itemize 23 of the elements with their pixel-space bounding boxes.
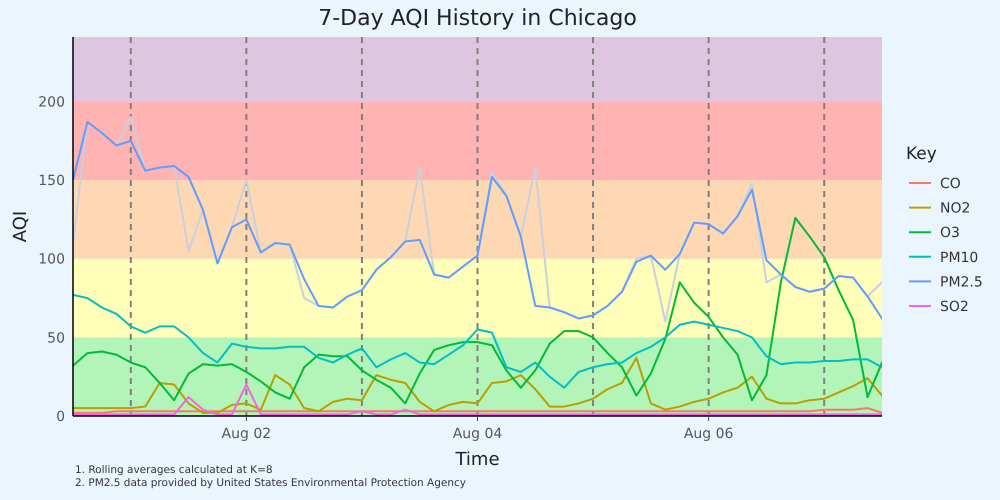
y-tick-label: 100 [38,252,65,268]
legend-label: PM10 [940,250,978,266]
x-tick-label: Aug 06 [684,426,734,442]
legend-label: O3 [940,225,960,242]
line-series [73,216,882,404]
line-series [73,356,882,414]
x-axis-title: Time [454,449,500,470]
legend-label: CO [940,176,961,192]
y-axis-title: AQI [10,210,31,242]
text: 2. PM2.5 data provided by United States Environmental Protection Agency [75,477,466,489]
y-tick-label: 150 [38,173,65,190]
y-tick-label: 0 [56,409,65,425]
line-series [73,294,882,389]
chart-title: 7-Day AQI History in Chicago [318,6,637,31]
x-tick-label: Aug 04 [452,426,502,442]
legend-label: SO2 [940,299,969,315]
legend-title: Key [906,144,937,164]
y-tick-label: 200 [38,94,65,110]
legend-label: PM2.5 [940,274,983,290]
text: 1. Rolling averages calculated at K=8 [75,464,273,476]
y-tick-label: 50 [47,330,65,346]
legend-label: NO2 [940,200,970,217]
x-tick-label: Aug 02 [222,426,272,442]
